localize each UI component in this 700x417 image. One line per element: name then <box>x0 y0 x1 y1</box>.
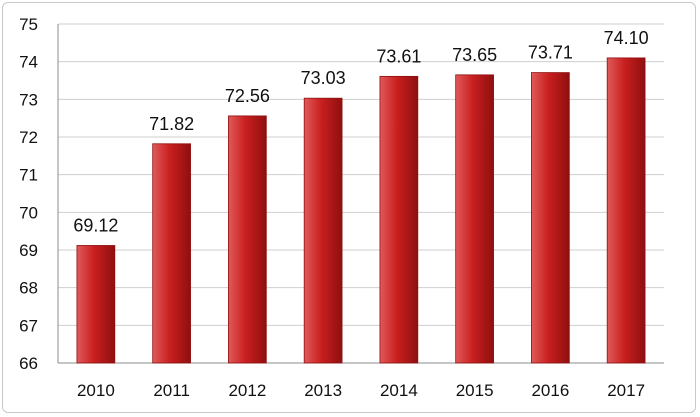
y-tick-label: 75 <box>19 15 38 34</box>
y-tick-label: 71 <box>19 166 38 185</box>
y-tick-label: 72 <box>19 128 38 147</box>
bar-2017 <box>606 57 646 364</box>
bar-2016 <box>531 72 570 364</box>
x-tick-label: 2014 <box>380 381 418 400</box>
x-tick-label: 2013 <box>304 381 342 400</box>
x-tick-label: 2016 <box>531 381 569 400</box>
x-tick-label: 2011 <box>153 381 190 400</box>
x-axis-ticks: 2010 2011 2012 2013 2014 2015 2016 2017 <box>77 381 645 400</box>
data-label-2014: 73.61 <box>376 46 421 66</box>
y-tick-label: 67 <box>19 316 38 335</box>
bars <box>76 57 646 364</box>
data-label-2015: 73.65 <box>452 45 497 65</box>
data-label-2013: 73.03 <box>301 68 346 88</box>
y-tick-label: 73 <box>19 90 38 109</box>
y-axis-ticks: 66 67 68 69 70 71 72 73 74 75 <box>19 15 38 373</box>
x-tick-label: 2015 <box>456 381 494 400</box>
bar-2011 <box>152 143 191 364</box>
y-tick-label: 70 <box>19 203 38 222</box>
y-tick-label: 66 <box>19 354 38 373</box>
bar-2012 <box>228 115 267 364</box>
data-label-2010: 69.12 <box>73 215 118 235</box>
bar-2010 <box>76 245 116 364</box>
data-label-2016: 73.71 <box>528 43 573 63</box>
bar-2014 <box>379 75 419 364</box>
bar-2015 <box>455 74 494 364</box>
x-tick-label: 2017 <box>607 381 645 400</box>
x-tick-label: 2012 <box>228 381 266 400</box>
data-label-2011: 71.82 <box>149 114 194 134</box>
gridlines <box>57 23 664 364</box>
data-label-2012: 72.56 <box>225 86 270 106</box>
y-tick-label: 69 <box>19 241 38 260</box>
y-tick-label: 68 <box>19 279 38 298</box>
y-tick-label: 74 <box>19 53 38 72</box>
chart-frame <box>2 2 696 413</box>
bar-2013 <box>303 97 343 364</box>
x-tick-label: 2010 <box>77 381 115 400</box>
data-labels: 69.12 71.82 72.56 73.03 73.61 73.65 73.71 74.10 <box>73 28 648 236</box>
data-label-2017: 74.10 <box>604 28 649 48</box>
